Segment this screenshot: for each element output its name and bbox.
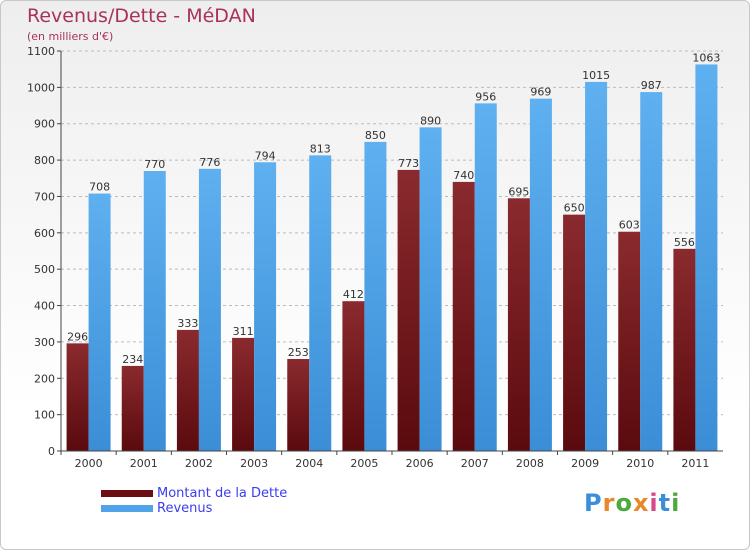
legend-label-revenus: Revenus — [157, 501, 213, 516]
data-label-revenus: 956 — [475, 90, 496, 103]
data-label-revenus: 890 — [420, 114, 441, 127]
y-tick-label: 900 — [34, 118, 55, 131]
y-tick-label: 700 — [34, 190, 55, 203]
data-label-dette: 311 — [233, 325, 254, 338]
data-labels: 296 708 234 770 333 776 311 794 253 813 412 850 773 8… — [67, 51, 720, 365]
data-label-dette: 412 — [343, 288, 364, 301]
x-tick-label: 2009 — [571, 457, 599, 470]
logo-letter: i — [649, 489, 659, 517]
bar-revenus — [419, 127, 442, 451]
data-label-revenus: 969 — [530, 86, 551, 99]
bar-dette — [673, 248, 696, 451]
data-label-revenus: 794 — [255, 149, 276, 162]
bar-revenus — [585, 81, 608, 451]
bar-dette — [618, 231, 641, 451]
y-tick-label: 600 — [34, 227, 55, 240]
y-tick-label: 100 — [34, 409, 55, 422]
y-tick-label: 0 — [48, 445, 55, 458]
x-tick-label: 2011 — [681, 457, 709, 470]
logo-letter: P — [584, 489, 603, 517]
x-tick-label: 2005 — [350, 457, 378, 470]
axes: 0 100 200 300 400 500 600 700 800 900 1000 1100 2000… — [27, 45, 723, 470]
x-tick-label: 2006 — [406, 457, 434, 470]
data-label-dette: 234 — [122, 353, 143, 366]
data-label-revenus: 708 — [89, 181, 110, 194]
y-tick-label: 400 — [34, 300, 55, 313]
data-label-revenus: 776 — [199, 156, 220, 169]
y-tick-label: 200 — [34, 372, 55, 385]
data-label-dette: 650 — [564, 202, 585, 215]
bar-dette — [176, 329, 199, 451]
data-label-revenus: 987 — [641, 79, 662, 92]
data-label-dette: 695 — [508, 185, 529, 198]
bar-dette — [507, 198, 530, 451]
data-label-dette: 603 — [619, 219, 640, 232]
data-label-dette: 296 — [67, 330, 88, 343]
bar-revenus — [88, 193, 111, 451]
y-tick-label: 800 — [34, 154, 55, 167]
bar-revenus — [529, 98, 552, 452]
bar-revenus — [474, 103, 497, 451]
data-label-revenus: 1015 — [582, 69, 610, 82]
y-tick-label: 500 — [34, 263, 55, 276]
y-tick-label: 1100 — [27, 45, 55, 58]
logo-letter: x — [632, 489, 650, 517]
bar-dette — [66, 343, 89, 451]
proxiti-logo: Proxiti — [584, 489, 680, 517]
bar-revenus — [364, 141, 387, 451]
x-tick-label: 2010 — [626, 457, 654, 470]
bar-revenus — [309, 155, 332, 451]
bar-revenus — [695, 64, 718, 452]
x-tick-label: 2008 — [516, 457, 544, 470]
logo-letter: t — [658, 489, 672, 517]
logo-letter: i — [671, 489, 681, 517]
bar-revenus — [640, 92, 663, 451]
bar-dette — [287, 359, 310, 451]
data-label-dette: 773 — [398, 157, 419, 170]
bar-revenus — [198, 168, 221, 451]
bar-dette — [397, 169, 420, 451]
x-tick-label: 2000 — [75, 457, 103, 470]
y-tick-label: 300 — [34, 336, 55, 349]
bar-dette — [121, 365, 144, 451]
data-label-revenus: 813 — [310, 142, 331, 155]
bar-dette — [232, 337, 255, 451]
x-tick-label: 2007 — [461, 457, 489, 470]
data-label-dette: 333 — [177, 317, 198, 330]
chart-subtitle: (en milliers d'€) — [27, 30, 114, 43]
legend-swatch-revenus — [101, 505, 153, 512]
x-tick-label: 2003 — [240, 457, 268, 470]
legend-swatch-dette — [101, 490, 153, 497]
x-tick-label: 2002 — [185, 457, 213, 470]
grid-lines — [61, 50, 723, 416]
x-tick-label: 2001 — [130, 457, 158, 470]
bar-revenus — [254, 162, 277, 452]
legend-label-dette: Montant de la Dette — [157, 486, 288, 501]
y-tick-label: 1000 — [27, 81, 55, 94]
chart-title: Revenus/Dette - MéDAN — [27, 5, 256, 27]
data-label-revenus: 770 — [144, 158, 165, 171]
bar-dette — [563, 214, 586, 451]
data-label-revenus: 850 — [365, 129, 386, 142]
logo-letter: o — [615, 489, 633, 517]
x-tick-label: 2004 — [295, 457, 323, 470]
data-label-revenus: 1063 — [692, 51, 720, 64]
data-label-dette: 740 — [453, 169, 474, 182]
bar-dette — [452, 181, 475, 451]
bar-dette — [342, 301, 365, 451]
bars — [66, 64, 718, 452]
logo-letter: r — [602, 489, 616, 517]
data-label-dette: 253 — [288, 346, 309, 359]
data-label-dette: 556 — [674, 236, 695, 249]
bar-revenus — [143, 171, 166, 451]
